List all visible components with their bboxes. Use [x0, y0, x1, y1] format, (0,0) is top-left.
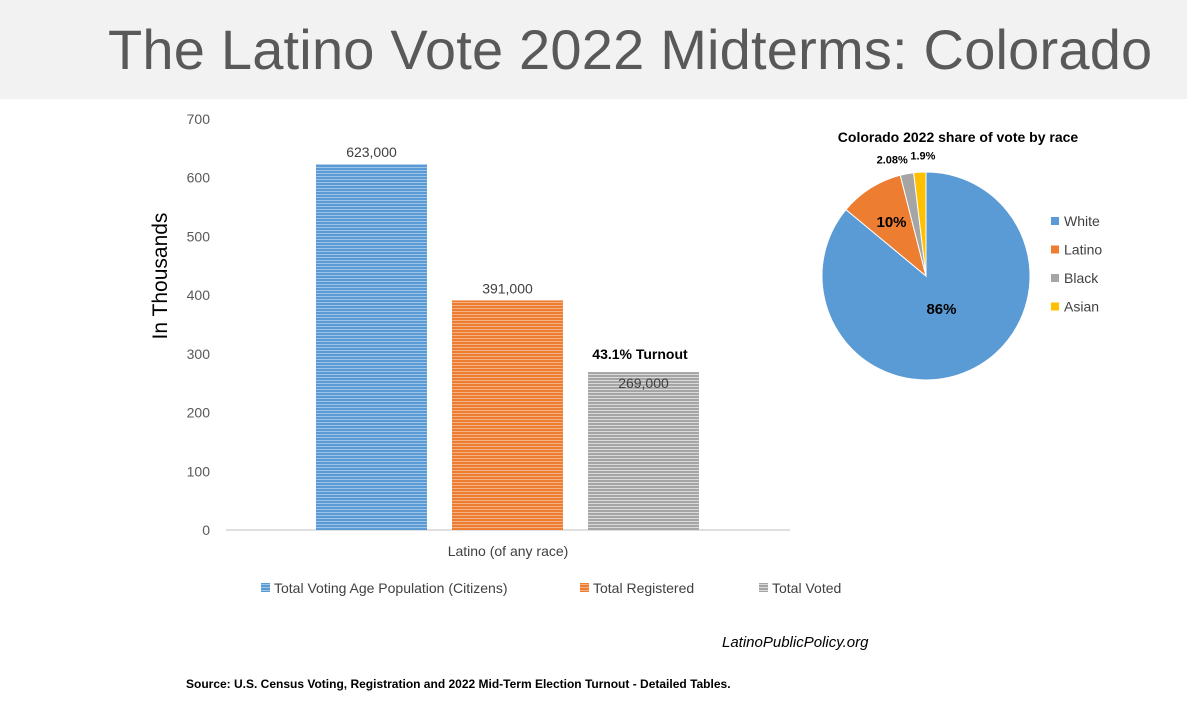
legend-label: Total Registered	[593, 580, 694, 596]
y-axis-label: In Thousands	[149, 213, 172, 340]
legend-swatch	[759, 583, 768, 592]
source-note: Source: U.S. Census Voting, Registration…	[186, 677, 731, 691]
x-category-label: Latino (of any race)	[448, 543, 569, 559]
y-tick-label: 400	[187, 287, 211, 303]
page-title: The Latino Vote 2022 Midterms: Colorado	[108, 18, 1153, 81]
bar-total-registered	[452, 300, 563, 530]
y-tick-label: 200	[187, 405, 211, 421]
y-tick-label: 0	[202, 522, 210, 538]
y-tick-label: 600	[187, 170, 211, 186]
legend-label: Total Voting Age Population (Citizens)	[274, 580, 507, 596]
legend-label: Total Voted	[772, 580, 841, 596]
bar-total-voted	[588, 372, 699, 530]
y-tick-label: 700	[187, 111, 211, 127]
legend-swatch	[261, 583, 270, 592]
bar-data-label: 391,000	[482, 280, 533, 296]
legend-swatch	[580, 583, 589, 592]
bar-total-voting-age-population-citizens	[316, 164, 427, 530]
y-tick-label: 100	[187, 463, 211, 479]
title-band	[0, 0, 1187, 99]
turnout-annotation: 43.1% Turnout	[592, 346, 688, 362]
bar-data-label: 269,000	[618, 375, 669, 391]
y-tick-label: 500	[187, 228, 211, 244]
bar-data-label: 623,000	[346, 144, 397, 160]
site-brand: LatinoPublicPolicy.org	[722, 634, 869, 651]
y-tick-label: 300	[187, 346, 211, 362]
